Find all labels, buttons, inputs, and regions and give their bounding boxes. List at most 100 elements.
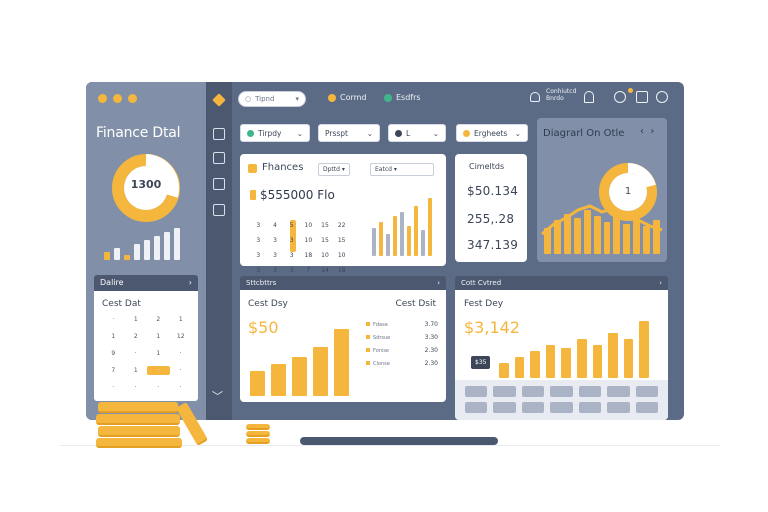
keyboard-key[interactable]: [465, 386, 488, 397]
chevron-right-icon[interactable]: ›: [188, 278, 192, 287]
calendar-cell[interactable]: 7: [111, 367, 116, 374]
edit-icon[interactable]: [636, 91, 648, 103]
keyboard-key[interactable]: [521, 386, 545, 397]
search-input[interactable]: ○ Tipnd ▾: [238, 91, 306, 107]
cost-control-amount: $3,142: [464, 318, 520, 337]
calendar-cell[interactable]: 3: [273, 237, 277, 244]
bar: [124, 255, 130, 260]
calendar-cell[interactable]: 1: [111, 333, 116, 340]
calendar-cell[interactable]: ·: [157, 384, 160, 391]
calendar-cell[interactable]: 7: [306, 267, 311, 274]
diagram-nav[interactable]: ‹ ›: [640, 126, 654, 137]
keyboard-key[interactable]: [635, 402, 658, 413]
keyboard-key[interactable]: [521, 402, 545, 413]
calendar-cell[interactable]: 1: [156, 333, 161, 340]
calendar-cell[interactable]: 22: [337, 222, 346, 229]
calendar-cell[interactable]: 18: [337, 267, 346, 274]
calendar-cell[interactable]: 4: [273, 222, 277, 229]
calendar-cell[interactable]: 12: [176, 333, 185, 340]
finances-dropdown-2[interactable]: Eatcd ▾: [370, 163, 434, 176]
wallet-icon[interactable]: [213, 152, 225, 164]
calendar-cell[interactable]: 3: [289, 252, 294, 259]
legend-label: Fonise: [373, 347, 389, 354]
coin-stack-icon: [98, 402, 178, 413]
calendar-cell[interactable]: 2: [156, 316, 161, 323]
calendar-cell[interactable]: 3: [273, 267, 277, 274]
keyboard-key[interactable]: [635, 386, 658, 397]
filter-chip-4[interactable]: Ergheets ⌄: [456, 124, 528, 142]
bar: [292, 357, 307, 396]
calendar-cell[interactable]: 3: [256, 237, 261, 244]
calendar-cell[interactable]: 1: [178, 316, 183, 323]
chart-icon[interactable]: [213, 128, 225, 140]
window-dot[interactable]: [98, 94, 107, 103]
calendar-cell[interactable]: 9: [111, 350, 116, 357]
chevron-right-icon[interactable]: ›: [650, 126, 655, 137]
chevron-left-icon[interactable]: ‹: [640, 126, 644, 137]
calendar-cell[interactable]: 2: [133, 333, 138, 340]
calendar-cell[interactable]: 1: [133, 367, 138, 374]
bell-icon[interactable]: [584, 91, 594, 103]
calendar-cell[interactable]: 1: [156, 350, 161, 357]
calendar-cell[interactable]: 1: [133, 316, 138, 323]
window-dot[interactable]: [128, 94, 137, 103]
window-dot[interactable]: [113, 94, 122, 103]
bar: [593, 216, 601, 254]
calendar-cell[interactable]: ·: [134, 350, 137, 357]
calendar-cell[interactable]: 10: [321, 252, 329, 259]
keyboard-key[interactable]: [550, 402, 573, 413]
globe-icon[interactable]: [656, 91, 668, 103]
calendar-cell[interactable]: 3: [289, 267, 294, 274]
document-icon[interactable]: [213, 178, 225, 190]
calendar-cell[interactable]: 3: [256, 222, 261, 229]
calendar-cell[interactable]: ·: [179, 384, 182, 391]
calendar-cell[interactable]: ·: [134, 384, 137, 391]
calendar-cell[interactable]: 15: [321, 237, 329, 244]
calendar-cell[interactable]: ·: [112, 384, 115, 391]
calendar-cell[interactable]: 15: [321, 222, 329, 229]
calendar-cell[interactable]: 10: [304, 237, 313, 244]
user-icon[interactable]: [530, 92, 540, 102]
calendar-cell[interactable]: 10: [304, 222, 313, 229]
keyboard-key[interactable]: [493, 386, 516, 397]
calendar-cell[interactable]: 3: [256, 252, 261, 259]
calendar-cell[interactable]: ·: [147, 366, 170, 375]
keyboard-key[interactable]: [550, 386, 573, 397]
calendar-cell[interactable]: 18: [304, 252, 313, 259]
calendar-cell[interactable]: ·: [112, 316, 115, 323]
bag-icon[interactable]: [213, 204, 225, 216]
filter-chip-1[interactable]: Tirpdy ⌄: [240, 124, 310, 142]
topbar-item-cormd[interactable]: Cormd: [328, 93, 367, 102]
bar: [633, 218, 641, 254]
keyboard-key[interactable]: [465, 402, 488, 413]
calendar-cell[interactable]: 15: [337, 237, 346, 244]
calendar-cell[interactable]: ·: [179, 350, 182, 357]
bar: [514, 357, 525, 378]
calendar-cell[interactable]: 3: [256, 267, 261, 274]
chevron-right-icon[interactable]: ›: [437, 279, 440, 287]
statistics-left-label: Cest Dsy: [248, 299, 288, 309]
filter-chip-3[interactable]: L ⌄: [388, 124, 446, 142]
keyboard-key[interactable]: [578, 386, 602, 397]
user-info[interactable]: Conhiutcd Bnrdo: [546, 88, 576, 102]
clock-icon[interactable]: [614, 91, 626, 103]
cost-control-header[interactable]: Cott Cvtred ›: [455, 276, 668, 290]
calendar-cell[interactable]: 10: [337, 252, 346, 259]
chevron-down-icon[interactable]: ﹀: [212, 390, 223, 403]
keyboard-key[interactable]: [493, 402, 516, 413]
filter-chip-2[interactable]: Prsspt ⌄: [318, 124, 380, 142]
calendar-cell[interactable]: ·: [179, 367, 182, 374]
finances-dropdown-1[interactable]: Dpttd ▾: [318, 163, 350, 176]
keyboard-key[interactable]: [607, 386, 630, 397]
calendar-cell[interactable]: 5: [289, 222, 294, 229]
keyboard-key[interactable]: [578, 402, 602, 413]
statistics-header[interactable]: Sttcbttrs ›: [240, 276, 446, 290]
keyboard-key[interactable]: [607, 402, 630, 413]
calendar-cell[interactable]: 3: [289, 237, 294, 244]
chevron-right-icon[interactable]: ›: [659, 279, 662, 287]
filter-chip-label: Prsspt: [325, 128, 348, 138]
left-card-header[interactable]: Dalire ›: [94, 275, 198, 291]
calendar-cell[interactable]: 3: [273, 252, 277, 259]
calendar-cell[interactable]: 14: [321, 267, 329, 274]
topbar-item-esdfrs[interactable]: Esdfrs: [384, 93, 421, 102]
